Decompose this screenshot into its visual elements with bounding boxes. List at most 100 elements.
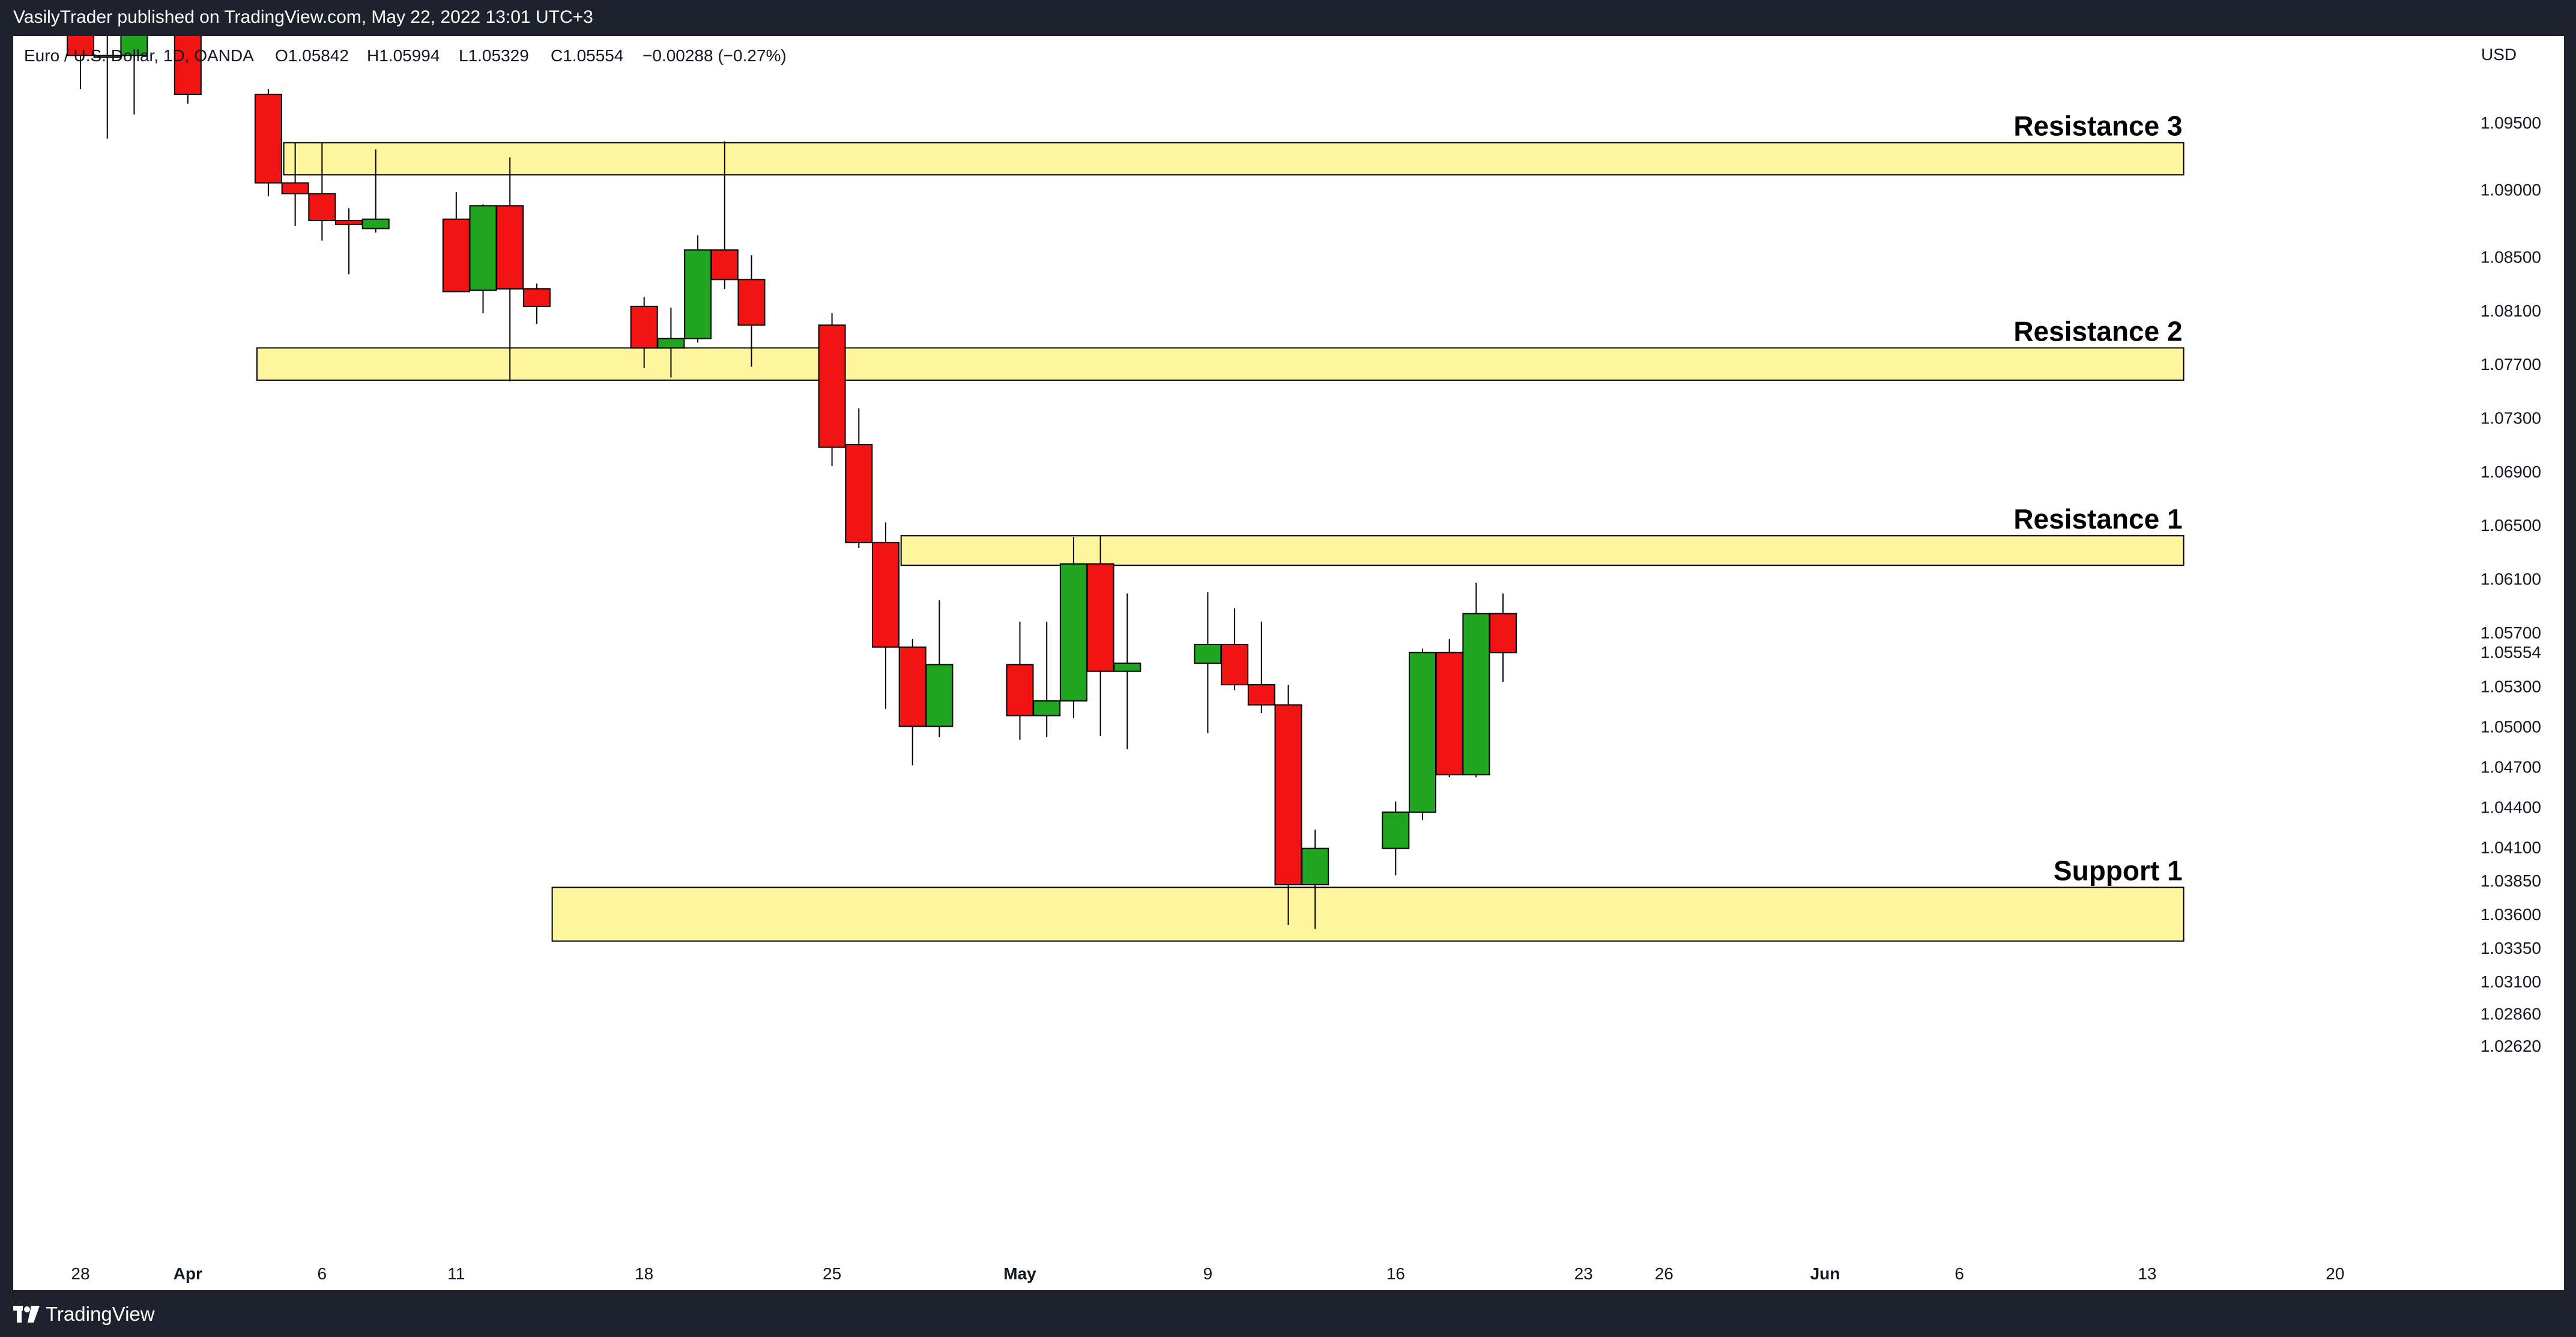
zone-label: Resistance 2 bbox=[2013, 315, 2182, 347]
candle-body bbox=[630, 306, 658, 349]
candle-body bbox=[361, 218, 390, 229]
candle bbox=[684, 235, 712, 343]
candle-body bbox=[925, 664, 954, 727]
candle-body bbox=[93, 55, 121, 58]
x-tick-label: 6 bbox=[1955, 1264, 1964, 1283]
x-tick-label: 6 bbox=[318, 1264, 327, 1283]
candle-body bbox=[1113, 662, 1141, 672]
currency-label: USD bbox=[2481, 45, 2517, 64]
y-tick-label: 1.06900 bbox=[2481, 462, 2541, 481]
y-tick-label: 1.05000 bbox=[2481, 717, 2541, 736]
zone-box bbox=[551, 887, 2184, 942]
candle-body bbox=[818, 324, 846, 448]
candle-body bbox=[120, 36, 148, 56]
zone-label: Resistance 1 bbox=[2013, 503, 2182, 535]
tradingview-brand-text: TradingView bbox=[46, 1303, 155, 1325]
candle bbox=[872, 522, 899, 709]
footer-bar: TradingView bbox=[0, 1290, 2576, 1337]
y-tick-label: 1.05300 bbox=[2481, 677, 2541, 696]
candle-body bbox=[1301, 847, 1329, 885]
y-tick-label: 1.04700 bbox=[2481, 757, 2541, 776]
y-tick-label: 1.09500 bbox=[2481, 114, 2541, 132]
x-tick-label: May bbox=[1003, 1264, 1036, 1283]
candle bbox=[335, 208, 363, 274]
y-tick-label: 1.06100 bbox=[2481, 570, 2541, 589]
x-tick-label: 26 bbox=[1655, 1264, 1673, 1283]
x-tick-label: Jun bbox=[1810, 1264, 1840, 1283]
candle bbox=[657, 308, 685, 378]
y-tick-label: 1.03350 bbox=[2481, 939, 2541, 957]
candle bbox=[67, 36, 94, 89]
candle bbox=[1113, 593, 1141, 750]
candle-body bbox=[335, 220, 363, 225]
axis-layer: USD 1.09500 1.09000 1.08500 1.08100 1.07700 1.… bbox=[13, 36, 2564, 1290]
candle bbox=[254, 89, 282, 196]
legend-low: L1.05329 bbox=[459, 46, 529, 65]
x-tick-label: 13 bbox=[2138, 1264, 2156, 1283]
candle-body bbox=[1489, 613, 1517, 653]
candle bbox=[1409, 648, 1436, 820]
candle-body bbox=[1435, 652, 1463, 775]
y-tick-label: 1.02860 bbox=[2481, 1004, 2541, 1023]
candle bbox=[630, 297, 658, 368]
candle-body bbox=[872, 542, 899, 648]
candle bbox=[845, 408, 873, 548]
candle bbox=[522, 283, 551, 324]
candle bbox=[496, 157, 524, 382]
candle bbox=[1086, 536, 1114, 736]
candle-body bbox=[174, 36, 202, 96]
zone-box bbox=[900, 535, 2184, 566]
publish-info-text: VasilyTrader published on TradingView.co… bbox=[13, 7, 593, 27]
y-tick-label: 1.05700 bbox=[2481, 623, 2541, 642]
y-tick-label: 1.08500 bbox=[2481, 247, 2541, 266]
candle-body bbox=[737, 279, 766, 326]
candle bbox=[1382, 801, 1410, 876]
candle bbox=[281, 142, 309, 226]
candle-body bbox=[281, 182, 309, 195]
candle bbox=[174, 36, 202, 104]
candle bbox=[925, 600, 954, 738]
y-tick-label: 1.07300 bbox=[2481, 408, 2541, 427]
candle bbox=[898, 639, 927, 766]
zones-layer: Resistance 3 Resistance 2 Resistance 1 Supp… bbox=[256, 111, 2184, 942]
y-tick-label: 1.02620 bbox=[2481, 1037, 2541, 1055]
candle bbox=[737, 255, 766, 367]
candle bbox=[1221, 608, 1249, 690]
candle-body bbox=[1462, 613, 1490, 775]
chart-area[interactable]: Resistance 3 Resistance 2 Resistance 1 Supp… bbox=[13, 36, 2564, 1290]
candle-body bbox=[1247, 684, 1275, 706]
tradingview-logo[interactable]: TradingView bbox=[13, 1302, 155, 1326]
candle-body bbox=[1409, 652, 1436, 813]
x-tick-label: 20 bbox=[2326, 1264, 2344, 1283]
candle bbox=[1274, 685, 1302, 925]
price-axis-bg bbox=[2469, 36, 2564, 1290]
x-tick-label: 9 bbox=[1203, 1264, 1213, 1283]
candle-body bbox=[469, 205, 497, 291]
publish-header: VasilyTrader published on TradingView.co… bbox=[0, 0, 2576, 36]
candle-body bbox=[496, 205, 524, 290]
candle bbox=[818, 313, 846, 466]
candle-body bbox=[67, 36, 94, 56]
candle bbox=[1301, 829, 1329, 929]
tradingview-logo-icon bbox=[13, 1306, 40, 1323]
candle-body bbox=[1194, 644, 1222, 664]
candle-body bbox=[308, 193, 336, 222]
x-tick-label: Apr bbox=[174, 1264, 202, 1283]
candle-body bbox=[1382, 811, 1410, 849]
x-tick-label: 28 bbox=[71, 1264, 89, 1283]
candlestick-chart[interactable]: Resistance 3 Resistance 2 Resistance 1 Supp… bbox=[13, 36, 2564, 1290]
legend-close: C1.05554 bbox=[551, 46, 623, 65]
candle bbox=[1194, 592, 1222, 733]
last-price-label: 1.05554 bbox=[2481, 643, 2541, 662]
candle bbox=[361, 149, 390, 233]
x-tick-label: 23 bbox=[1574, 1264, 1593, 1283]
candle bbox=[1489, 593, 1517, 682]
legend-name: Euro / U.S. Dollar, 1D, OANDA bbox=[24, 46, 254, 65]
legend-change: −0.00288 (−0.27%) bbox=[642, 46, 787, 65]
candle-body bbox=[710, 249, 739, 280]
candle bbox=[1033, 622, 1061, 738]
candle-body bbox=[1086, 563, 1114, 672]
candle-body bbox=[1221, 644, 1249, 686]
y-tick-label: 1.04100 bbox=[2481, 838, 2541, 856]
time-axis-bg bbox=[13, 1260, 2564, 1290]
